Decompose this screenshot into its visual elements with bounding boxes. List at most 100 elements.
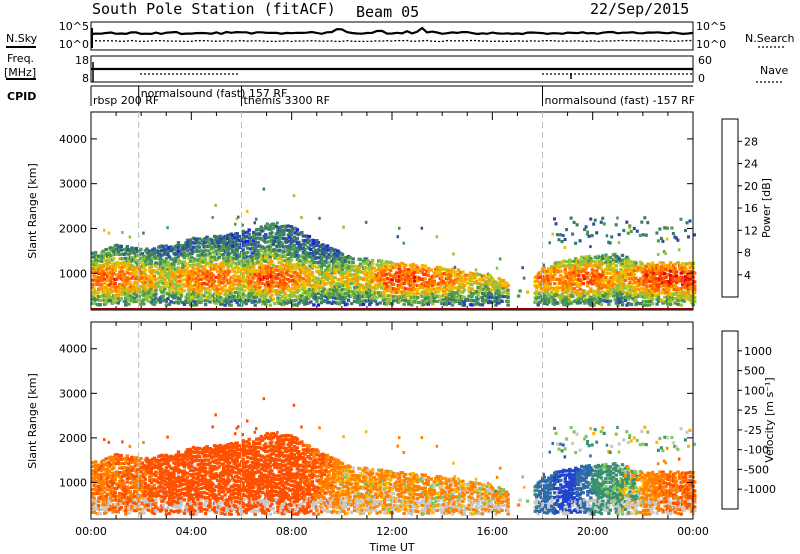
power-cell-3672: [644, 280, 649, 284]
power-cell-2447: [395, 291, 399, 295]
power-cell-2662: [437, 290, 441, 294]
power-cell-3873: [676, 238, 680, 242]
velocity-cell-841: [202, 503, 206, 507]
power-cell-1946: [316, 291, 321, 296]
power-cell-1256: [246, 242, 250, 246]
power-cell-2505: [405, 280, 409, 284]
velocity-cell-248: [124, 492, 128, 496]
power-cell-288: [128, 248, 132, 252]
power-cell-3271: [586, 284, 590, 288]
power-cell-970: [215, 235, 220, 239]
power-cell-3886: [679, 287, 683, 291]
power-cell-3498: [617, 273, 622, 277]
power-cell-172: [113, 268, 117, 272]
power-cell-2955: [506, 283, 510, 287]
power-cell-964: [215, 269, 220, 273]
power-cell-2983: [538, 280, 542, 284]
velocity-cell-511: [160, 467, 164, 471]
power-cell-3286: [587, 263, 591, 268]
power-cell-2220: [354, 268, 358, 272]
power-cell-1924: [313, 289, 318, 293]
power-cell-577: [169, 264, 173, 268]
power-cell-1894: [309, 243, 313, 247]
velocity-cell-220: [119, 454, 123, 458]
power-cell-3455: [611, 262, 616, 266]
velocity-cell-393: [143, 490, 148, 494]
power-cell-3145: [566, 288, 570, 292]
power-cell-3898: [681, 276, 685, 280]
power-cell-393: [143, 281, 148, 285]
velocity-cell-575: [169, 482, 173, 486]
power-cell-1023: [223, 303, 227, 307]
power-cell-3895: [681, 290, 685, 294]
power-cell-3882: [679, 303, 683, 307]
power-cell-890: [206, 253, 211, 257]
power-cell-1769: [295, 250, 300, 254]
power-cell-978: [217, 264, 221, 268]
power-cell-2890: [488, 291, 492, 295]
power-cell-2889: [488, 295, 492, 299]
power-cell-1156: [235, 217, 238, 221]
power-cell-1171: [237, 215, 240, 219]
power-cell-3165: [569, 285, 573, 290]
power-cell-3651: [641, 283, 646, 287]
power-cell-2370: [380, 267, 384, 271]
power-cell-1680: [288, 289, 292, 293]
velocity-cell-374: [140, 465, 145, 469]
power-cell-1252: [246, 259, 250, 263]
power-cell-2041: [328, 292, 333, 296]
velocity-cell-336: [136, 507, 140, 511]
power-cell-1034: [223, 241, 227, 245]
power-cell-889: [206, 261, 211, 266]
power-cell-1261: [247, 291, 251, 296]
power-cell-2: [91, 294, 95, 298]
power-cell-2713: [447, 301, 452, 305]
power-cell-371: [140, 276, 145, 280]
velocity-cell-813: [197, 454, 202, 459]
velocity-cell-545: [164, 466, 169, 470]
power-cell-1328: [253, 284, 257, 288]
power-cell-2322: [370, 262, 375, 266]
power-cell-485: [157, 262, 161, 266]
velocity-cell-767: [193, 492, 197, 496]
power-cell-2026: [325, 244, 330, 248]
power-cell-3752: [656, 239, 660, 243]
power-cell-568: [167, 255, 172, 259]
power-cell-2404: [386, 276, 390, 281]
power-cell-3253: [583, 293, 587, 297]
power-cell-2031: [327, 281, 331, 285]
velocity-cell-474: [154, 458, 158, 462]
velocity-cell-152: [110, 471, 114, 475]
power-cell-2077: [333, 259, 337, 263]
power-cell-1402: [261, 302, 265, 306]
velocity-cell-816: [199, 509, 203, 513]
power-cell-3223: [578, 301, 582, 305]
velocity-cell-671: [181, 463, 185, 467]
velocity-cell-800: [196, 458, 200, 463]
velocity-cell-756: [191, 476, 196, 480]
power-cell-3924: [685, 276, 689, 281]
power-cell-1541: [274, 268, 278, 272]
velocity-cell-14: [92, 505, 96, 509]
power-cell-1736: [292, 244, 297, 248]
velocity-cell-884: [206, 500, 211, 504]
power-cell-681: [182, 251, 187, 255]
power-cell-1411: [261, 257, 265, 261]
power-cell-1875: [307, 268, 312, 272]
velocity-cell-754: [191, 483, 196, 487]
power-cell-1430: [264, 302, 268, 306]
power-cell-2058: [331, 300, 336, 304]
power-cell-3028: [547, 296, 551, 300]
velocity-cell-421: [148, 498, 152, 502]
power-cell-3762: [659, 291, 664, 295]
velocity-cell-472: [154, 470, 158, 474]
velocity-cell-376: [142, 511, 146, 515]
power-cell-1642: [283, 254, 287, 258]
power-cell-2280: [364, 257, 369, 261]
power-cell-1514: [271, 267, 275, 271]
power-cell-2492: [402, 265, 406, 269]
power-cell-1830: [301, 234, 306, 238]
power-cell-2449: [395, 271, 399, 275]
power-cell-1686: [288, 252, 292, 256]
power-cell-3703: [649, 275, 653, 279]
